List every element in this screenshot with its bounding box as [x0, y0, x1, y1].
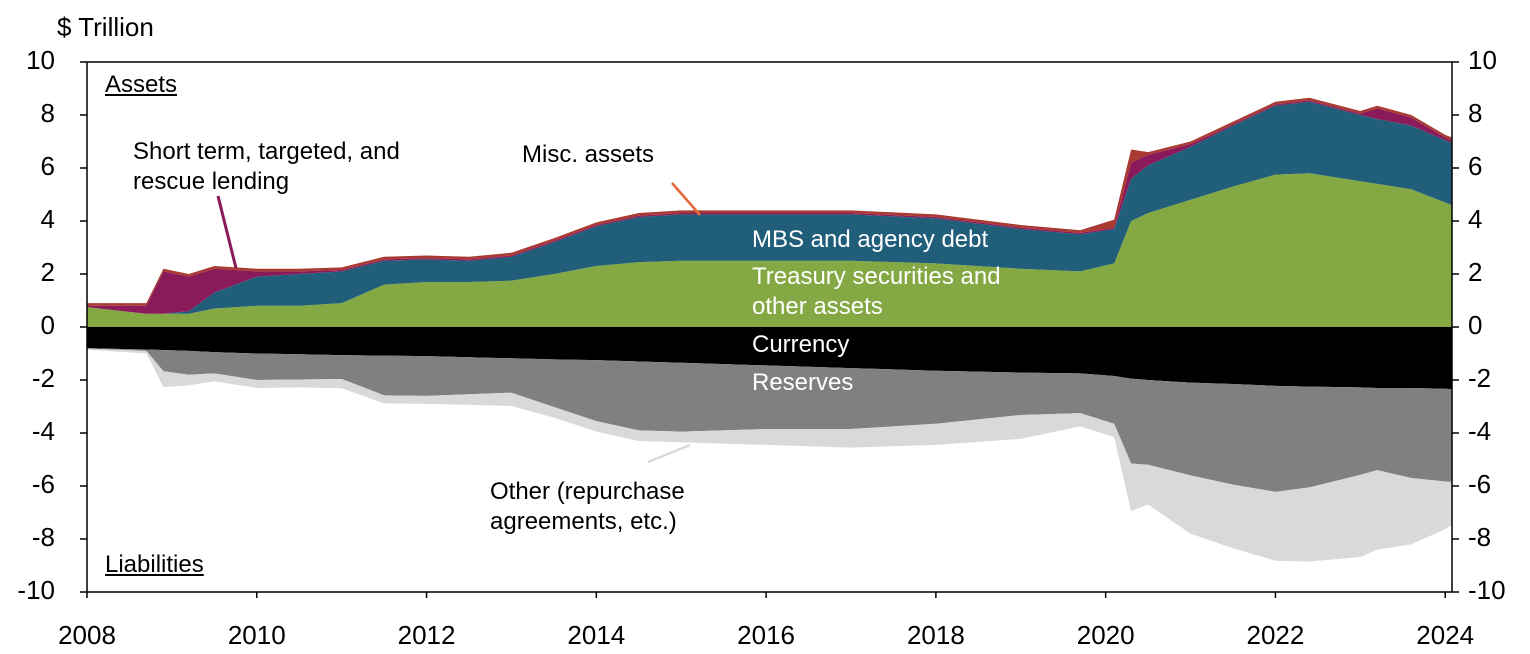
- annotation: Assets: [105, 71, 178, 98]
- series-label: Misc. assets: [522, 141, 655, 168]
- y-tick-label: -8: [32, 522, 55, 552]
- leader-line: [671, 182, 701, 216]
- area: [87, 327, 1452, 390]
- series-label: MBS and agency debt: [752, 226, 989, 253]
- areas: [87, 97, 1452, 562]
- y-axis-label: $ Trillion: [57, 12, 154, 42]
- y2-tick-label: -4: [1468, 416, 1491, 446]
- y2-tick-label: -6: [1468, 469, 1491, 499]
- series-label: Currency: [752, 331, 850, 358]
- x-tick-label: 2018: [907, 620, 965, 650]
- y2-tick-label: 4: [1468, 204, 1482, 234]
- y2-tick-label: -2: [1468, 363, 1491, 393]
- x-tick-label: 2008: [58, 620, 116, 650]
- annotation: Liabilities: [105, 551, 204, 578]
- y2-tick-label: 2: [1468, 257, 1482, 287]
- y2-tick-label: 10: [1468, 45, 1497, 75]
- y-tick-label: 6: [41, 151, 55, 181]
- y2-tick-label: -8: [1468, 522, 1491, 552]
- area: [87, 101, 1452, 314]
- y-tick-label: 10: [26, 45, 55, 75]
- series-label: Short term, targeted, and rescue lending: [133, 138, 400, 195]
- y-tick-label: -10: [17, 575, 55, 605]
- series-label: Treasury securities and other assets: [752, 263, 1001, 320]
- series-label: Reserves: [752, 369, 854, 396]
- y-tick-label: 4: [41, 204, 55, 234]
- x-tick-label: 2012: [398, 620, 456, 650]
- x-tick-label: 2020: [1077, 620, 1135, 650]
- x-tick-label: 2014: [567, 620, 625, 650]
- leader-line: [216, 195, 238, 269]
- y-tick-label: -4: [32, 416, 55, 446]
- x-tick-label: 2016: [737, 620, 795, 650]
- y-tick-label: -2: [32, 363, 55, 393]
- y-tick-label: 0: [41, 310, 55, 340]
- series-label: Other (repurchase agreements, etc.): [490, 478, 685, 535]
- y2-tick-label: 0: [1468, 310, 1482, 340]
- y-tick-label: 2: [41, 257, 55, 287]
- x-tick-label: 2010: [228, 620, 286, 650]
- x-tick-label: 2022: [1247, 620, 1305, 650]
- x-tick-label: 2024: [1416, 620, 1474, 650]
- y-tick-label: 8: [41, 98, 55, 128]
- y-tick-label: -6: [32, 469, 55, 499]
- y2-tick-label: 6: [1468, 151, 1482, 181]
- y2-tick-label: -10: [1468, 575, 1506, 605]
- area: [87, 348, 1452, 492]
- area: [87, 173, 1452, 327]
- leader-line: [647, 443, 691, 464]
- area: [87, 348, 1452, 562]
- y2-tick-label: 8: [1468, 98, 1482, 128]
- axes: -10 -10 -8 -8 -6 -6 -4 -4 -2 -2 0 0 2 2 4 4 6 6 8 8 10 10 2008…: [17, 45, 1505, 650]
